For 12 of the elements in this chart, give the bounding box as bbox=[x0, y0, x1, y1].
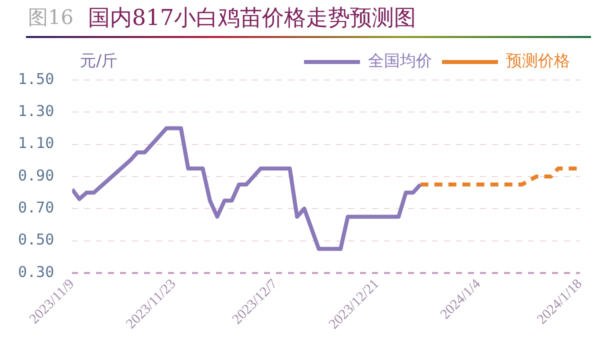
y-tick-label: 1.10 bbox=[18, 134, 54, 152]
y-axis-title: 元/斤 bbox=[80, 51, 118, 70]
y-tick-label: 0.70 bbox=[18, 198, 54, 217]
y-tick-label: 0.50 bbox=[18, 230, 54, 249]
y-tick-label: 0.90 bbox=[18, 166, 54, 184]
y-tick-label: 1.50 bbox=[18, 70, 54, 88]
legend-label: 预测价格 bbox=[506, 51, 570, 70]
legend-label: 全国均价 bbox=[368, 51, 432, 70]
y-tick-label: 1.30 bbox=[18, 102, 54, 120]
chart-title: 国内817小白鸡苗价格走势预测图 bbox=[88, 5, 416, 33]
caption: 图16 bbox=[28, 4, 74, 31]
y-tick-label: 0.30 bbox=[18, 262, 54, 281]
